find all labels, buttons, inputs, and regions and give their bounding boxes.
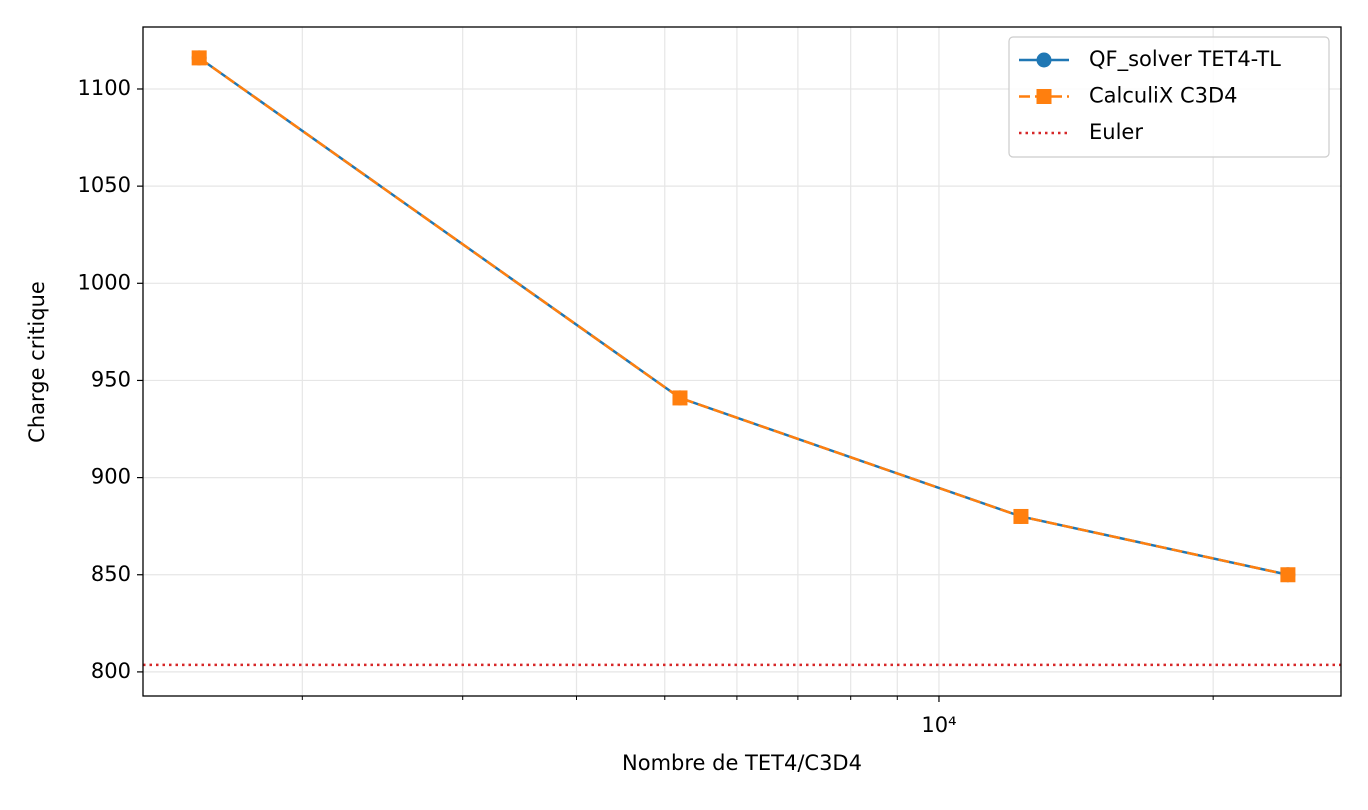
y-tick-label: 950 <box>91 367 131 391</box>
marker <box>672 390 688 406</box>
x-tick-label: 10⁴ <box>921 713 956 737</box>
marker <box>1013 508 1029 524</box>
legend-label: Euler <box>1089 120 1143 144</box>
plot-frame <box>142 26 1342 697</box>
y-tick-label: 1000 <box>78 270 131 294</box>
y-axis-label: Charge critique <box>25 281 49 443</box>
legend-label: QF_solver TET4-TL <box>1089 47 1281 72</box>
legend-marker <box>1036 52 1052 68</box>
legend-marker <box>1036 89 1052 104</box>
y-tick-label: 1050 <box>78 173 131 197</box>
y-tick-label: 1100 <box>78 76 131 100</box>
marker <box>191 50 207 66</box>
legend-box <box>1008 36 1330 158</box>
y-tick-label: 900 <box>91 465 131 489</box>
legend-label: CalculiX C3D4 <box>1089 84 1238 108</box>
y-tick-label: 800 <box>91 659 131 683</box>
marker <box>1280 567 1296 583</box>
series-line <box>198 56 1289 576</box>
y-tick-label: 850 <box>91 562 131 586</box>
x-axis-label: Nombre de TET4/C3D4 <box>622 751 862 775</box>
